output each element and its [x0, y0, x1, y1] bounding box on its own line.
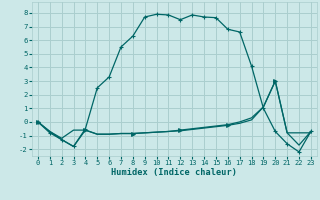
X-axis label: Humidex (Indice chaleur): Humidex (Indice chaleur)	[111, 168, 237, 177]
